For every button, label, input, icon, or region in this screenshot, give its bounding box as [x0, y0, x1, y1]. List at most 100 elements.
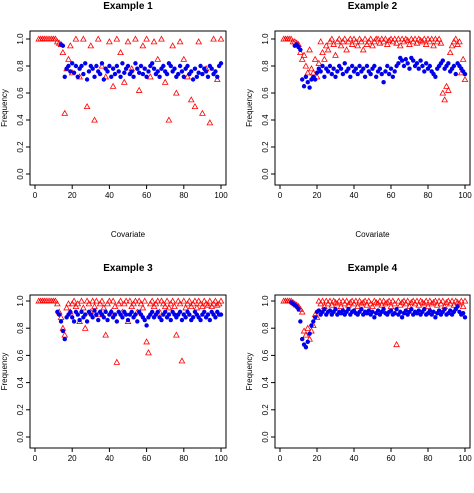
data-point [102, 331, 110, 338]
data-point [75, 312, 80, 317]
data-point [346, 35, 354, 42]
data-point [416, 66, 421, 71]
y-tick-label: 0.4 [261, 376, 270, 388]
data-point [298, 319, 303, 324]
data-point [287, 35, 295, 42]
data-point [448, 297, 456, 304]
data-point [113, 35, 121, 42]
data-point [387, 35, 395, 42]
y-axis-label: Frequency [245, 89, 254, 127]
data-point [395, 297, 402, 304]
data-point [396, 42, 404, 49]
data-point [304, 69, 312, 76]
data-point [204, 301, 212, 308]
data-point [172, 89, 180, 96]
data-point [77, 317, 82, 323]
data-point [103, 309, 108, 315]
x-tick-label: 20 [68, 454, 77, 463]
data-point [146, 69, 151, 74]
data-point [190, 315, 196, 320]
data-point [315, 297, 323, 304]
data-point [437, 39, 445, 46]
data-point [78, 297, 85, 304]
data-point [359, 298, 367, 305]
data-point [430, 298, 437, 305]
y-tick-label: 0.8 [261, 322, 270, 334]
data-point [52, 35, 59, 42]
data-point [199, 109, 206, 116]
data-point [105, 317, 110, 323]
data-point [388, 66, 394, 71]
data-point [164, 71, 170, 77]
data-point [369, 302, 376, 310]
y-tick-label: 0.4 [16, 376, 25, 388]
data-point [333, 306, 338, 312]
chart-panel-3: Example 3 0 20 40 60 80 100 0.0 0.2 0.4 0.6 0.8 1.0 F… [0, 263, 228, 463]
data-point [307, 85, 312, 90]
x-tick-label: 100 [214, 191, 228, 200]
chart-title: Example 4 [348, 263, 398, 274]
data-point [461, 75, 469, 83]
data-point [70, 61, 75, 66]
data-point [302, 331, 310, 338]
data-point [129, 309, 134, 315]
data-point [83, 102, 91, 110]
data-point [114, 319, 120, 324]
data-point [303, 74, 309, 80]
data-point [96, 317, 101, 323]
data-point [353, 66, 359, 71]
data-point [383, 40, 391, 47]
data-point [444, 297, 452, 304]
data-point [303, 345, 309, 350]
data-point [66, 63, 71, 69]
data-point [120, 78, 128, 85]
data-point [125, 63, 131, 69]
data-point [65, 300, 72, 307]
chart-title: Example 1 [103, 1, 153, 12]
data-point [132, 297, 139, 304]
chart-panel-2: Example 2 0 20 40 60 80 100 0.0 0.2 0.4 0.6 0.8 1.0 C… [245, 1, 472, 239]
series-2 [58, 42, 224, 82]
data-point [300, 51, 308, 58]
y-tick-label: 0.6 [16, 87, 25, 99]
data-point [308, 65, 315, 72]
data-point [409, 297, 417, 304]
data-point [79, 35, 87, 42]
data-point [428, 35, 436, 42]
data-point [328, 35, 336, 42]
y-tick-label: 0.0 [16, 431, 25, 443]
data-point [356, 35, 363, 42]
data-point [459, 302, 467, 310]
data-point [307, 331, 312, 336]
data-point [305, 339, 310, 344]
data-point [403, 57, 408, 62]
data-point [158, 35, 165, 42]
data-point [135, 66, 140, 71]
data-point [106, 38, 113, 45]
data-point [300, 336, 305, 342]
data-point [94, 63, 99, 69]
data-point [432, 35, 439, 42]
data-point [320, 63, 325, 69]
data-point [83, 61, 88, 66]
plot-frame [274, 294, 471, 449]
data-point [361, 35, 369, 42]
data-point [207, 317, 213, 323]
data-point [357, 63, 362, 69]
data-point [381, 80, 386, 85]
y-tick-label: 1.0 [16, 33, 25, 45]
data-point [309, 323, 314, 328]
data-point [81, 324, 89, 331]
data-point [151, 66, 157, 71]
data-point [184, 73, 191, 80]
data-point [413, 297, 421, 304]
data-point [394, 306, 399, 312]
data-point [70, 315, 75, 320]
data-point [356, 297, 363, 304]
series-1 [280, 35, 469, 103]
data-point [61, 109, 69, 116]
data-point [439, 89, 447, 96]
data-point [462, 315, 468, 320]
y-tick-label: 0.6 [261, 87, 270, 99]
data-point [180, 55, 188, 62]
